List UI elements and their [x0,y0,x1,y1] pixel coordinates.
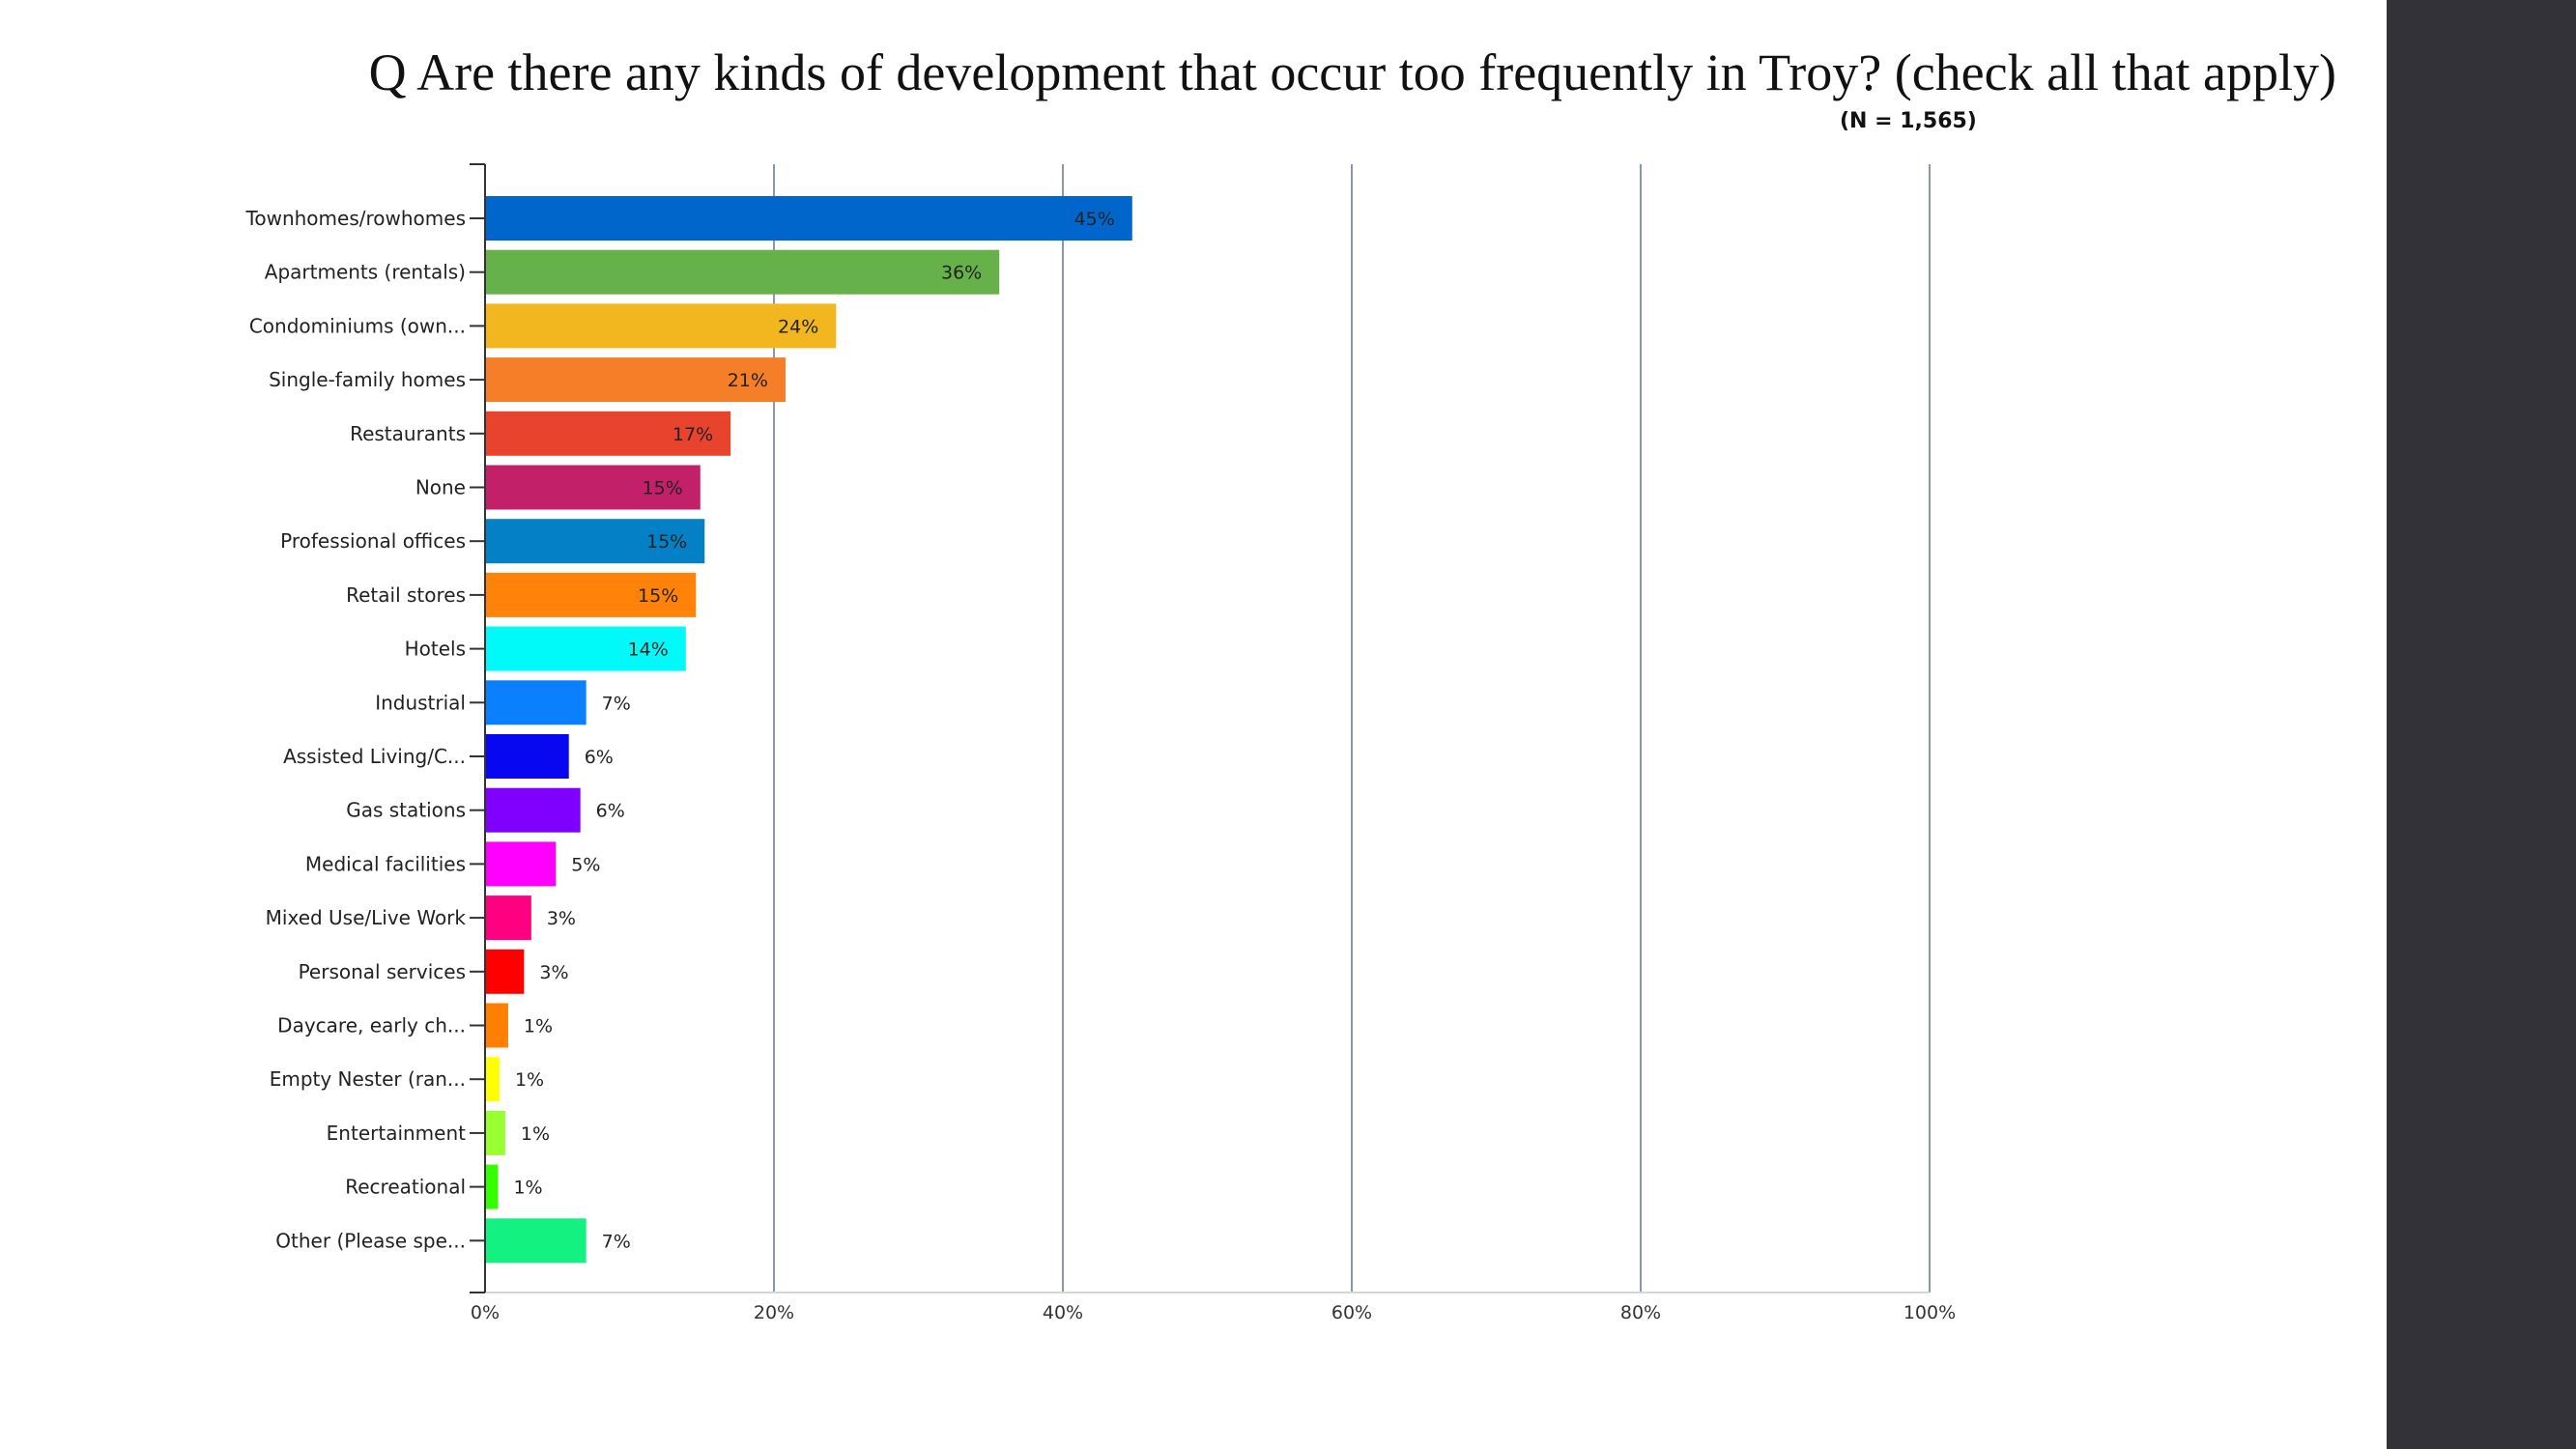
data-label: 1% [515,1069,544,1091]
bar [486,519,705,564]
bar [486,1110,505,1155]
category-label: Entertainment [327,1122,466,1145]
bar [486,411,731,456]
grid-lines [773,164,1931,1293]
x-tick-label: 100% [1903,1302,1956,1323]
bar [486,787,581,833]
bar [486,303,837,349]
bars [486,196,1132,1264]
x-tick-label: 0% [471,1302,500,1323]
category-label: Personal services [299,960,466,983]
data-label: 14% [628,639,669,661]
bar [486,841,557,887]
data-label: 24% [778,316,818,337]
bar [486,572,697,617]
bar [486,1164,499,1209]
category-label: Apartments (rentals) [265,261,466,284]
bar [486,734,569,779]
bar [486,1057,500,1102]
data-label: 5% [571,854,600,875]
category-label: Single-family homes [269,368,466,391]
bar [486,1003,508,1048]
data-label: 15% [643,478,683,499]
data-label: 36% [941,263,982,284]
data-label: 6% [585,747,614,768]
category-label: Medical facilities [305,852,466,875]
bar-chart: 0% 20% 40% 60% 80% 100% Townhomes/rowhomes 45% A… [245,163,1957,1323]
data-label: 15% [646,531,687,553]
data-label: 1% [513,1178,542,1199]
category-label: Daycare, early ch... [277,1014,466,1037]
data-label: 3% [539,962,568,983]
x-tick-label: 80% [1620,1302,1661,1323]
bar [486,465,701,510]
axes [470,163,1930,1293]
data-label: 3% [547,908,576,929]
data-label: 17% [673,424,713,445]
bar [486,626,686,671]
category-label: Empty Nester (ran... [270,1067,466,1091]
bar [486,895,531,941]
category-label: Assisted Living/C... [283,745,466,768]
category-label: None [415,476,466,499]
x-tick-label: 60% [1331,1302,1372,1323]
category-label: Professional offices [280,529,466,553]
category-label: Other (Please spe... [275,1229,466,1252]
category-label: Condominiums (own... [249,314,466,337]
category-label: Gas stations [346,799,466,822]
data-label: 21% [728,370,768,391]
sample-size-label: (N = 1,565) [1840,109,1977,133]
side-panel [2387,0,2576,1449]
x-tick-label: 20% [754,1302,794,1323]
bar [486,680,587,725]
data-label: 6% [596,801,625,822]
data-label: 15% [638,585,678,607]
bar [486,357,786,403]
category-label: Townhomes/rowhomes [245,207,466,230]
category-label: Industrial [375,691,466,714]
data-label: 1% [524,1016,553,1037]
bar [486,1218,587,1264]
category-label: Recreational [345,1176,466,1199]
bar [486,949,525,994]
labels: 0% 20% 40% 60% 80% 100% Townhomes/rowhomes 45% A… [245,207,1957,1323]
category-label: Hotels [405,638,466,661]
data-label: 7% [602,1231,631,1252]
data-label: 7% [602,693,631,714]
bar [486,249,1000,295]
x-tick-label: 40% [1043,1302,1083,1323]
data-label: 45% [1074,209,1115,230]
category-label: Restaurants [350,422,466,445]
slide-title: Q Are there any kinds of development tha… [368,43,2336,101]
bar [486,196,1132,241]
category-label: Retail stores [346,583,466,607]
data-label: 1% [521,1123,550,1145]
category-label: Mixed Use/Live Work [266,906,467,929]
